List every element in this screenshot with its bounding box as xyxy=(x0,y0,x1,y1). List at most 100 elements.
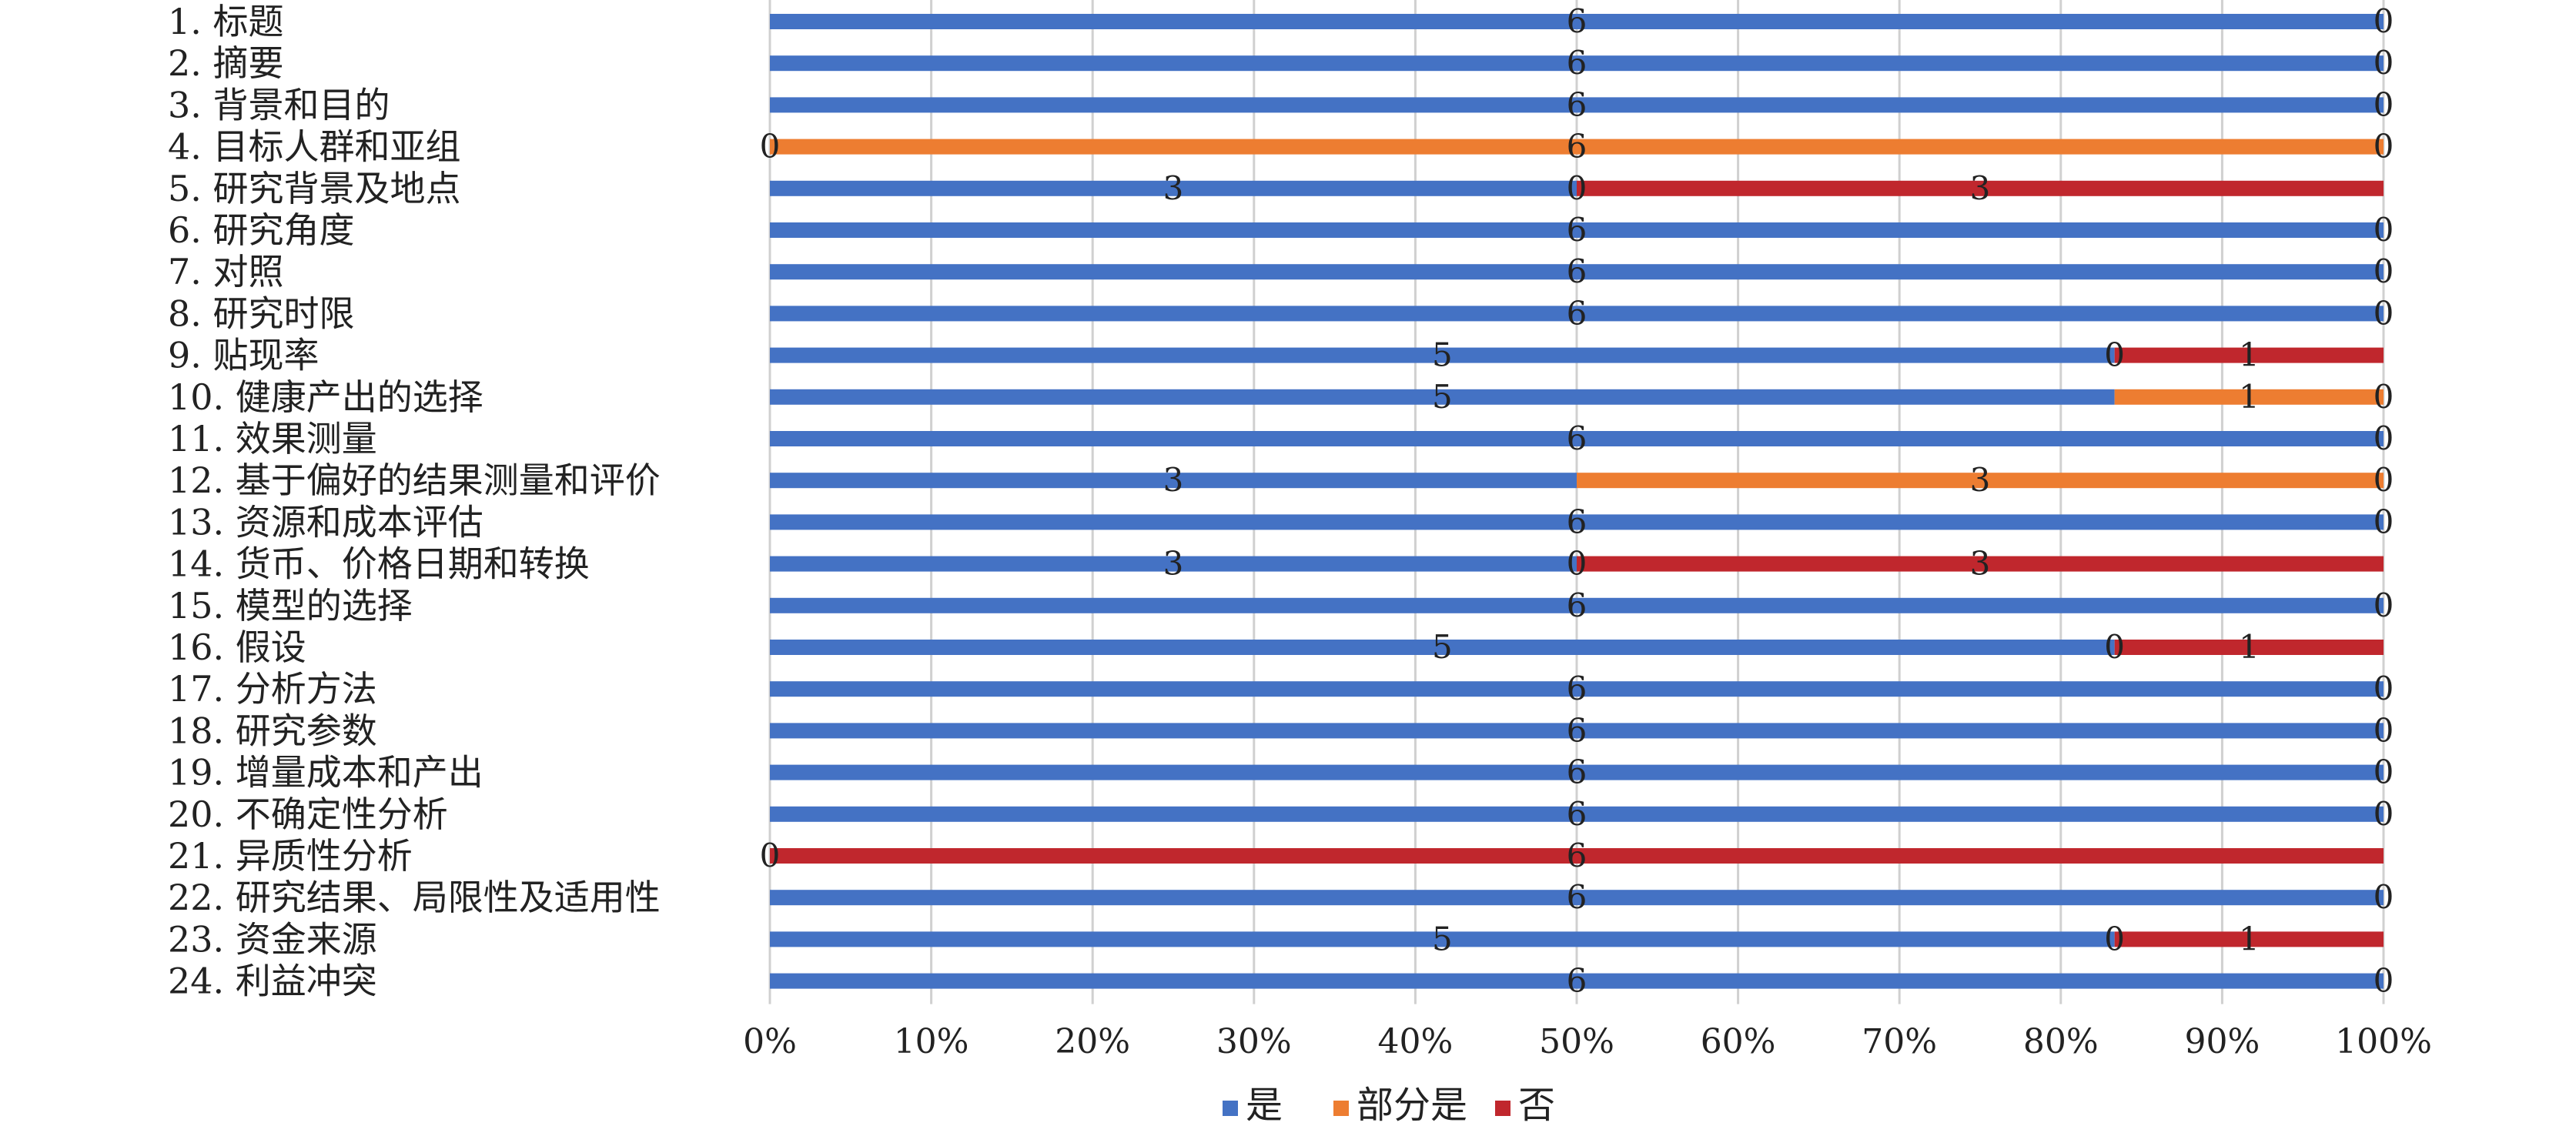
data-label: 0 xyxy=(2374,753,2394,791)
x-tick-label: 90% xyxy=(2185,1022,2260,1061)
bar-segment xyxy=(770,723,2384,739)
category-label: 4. 目标人群和亚组 xyxy=(168,126,461,168)
category-label: 1. 标题 xyxy=(168,1,284,42)
bar-segment xyxy=(2114,931,2384,947)
bar-segment xyxy=(770,431,2384,446)
category-label: 2. 摘要 xyxy=(168,42,284,84)
data-label: 3 xyxy=(1163,169,1184,207)
data-label: 5 xyxy=(1432,336,1453,374)
category-label: 11. 效果测量 xyxy=(168,418,377,459)
data-label: 3 xyxy=(1970,461,1991,499)
category-label: 22. 研究结果、局限性及适用性 xyxy=(168,877,661,918)
bar-segment xyxy=(770,764,2384,780)
category-label: 19. 增量成本和产出 xyxy=(168,752,483,794)
data-label: 6 xyxy=(1567,419,1587,457)
bar-segment xyxy=(770,97,2384,113)
bar-segment xyxy=(770,347,2115,363)
bar-segment xyxy=(770,514,2384,530)
x-tick-label: 60% xyxy=(1701,1022,1776,1061)
legend-label: 部分是 xyxy=(1357,1084,1467,1127)
bar-segment xyxy=(770,931,2115,947)
legend-swatch xyxy=(1333,1101,1349,1116)
category-label: 14. 货币、价格日期和转换 xyxy=(168,543,590,585)
category-label: 8. 研究时限 xyxy=(168,292,355,334)
data-label: 0 xyxy=(2374,670,2394,707)
category-label: 17. 分析方法 xyxy=(168,668,377,710)
bar-segment xyxy=(2114,347,2384,363)
x-tick-label: 50% xyxy=(1539,1022,1614,1061)
category-label: 18. 研究参数 xyxy=(168,710,377,751)
data-label: 6 xyxy=(1567,252,1587,290)
data-label: 6 xyxy=(1567,795,1587,833)
category-label: 10. 健康产出的选择 xyxy=(168,376,483,418)
data-label: 5 xyxy=(1432,378,1453,416)
bar-segment xyxy=(770,14,2384,29)
category-label: 5. 研究背景及地点 xyxy=(168,168,461,209)
data-label: 0 xyxy=(2104,628,2125,666)
data-label: 0 xyxy=(2104,336,2125,374)
x-tick-label: 80% xyxy=(2023,1022,2099,1061)
category-label: 23. 资金来源 xyxy=(168,918,377,960)
x-tick-label: 30% xyxy=(1216,1022,1292,1061)
x-tick-label: 20% xyxy=(1055,1022,1130,1061)
data-label: 0 xyxy=(2104,920,2125,957)
x-tick-label: 40% xyxy=(1378,1022,1454,1061)
category-label: 21. 异质性分析 xyxy=(168,835,413,877)
data-label: 1 xyxy=(2239,628,2260,666)
data-label: 0 xyxy=(2374,378,2394,416)
bar-segment xyxy=(1577,556,2384,572)
category-label: 13. 资源和成本评估 xyxy=(168,501,483,543)
category-label: 12. 基于偏好的结果测量和评价 xyxy=(168,459,661,501)
bar-segment xyxy=(770,139,2384,155)
category-label: 7. 对照 xyxy=(168,251,284,292)
bar-segment xyxy=(770,389,2115,405)
data-label: 6 xyxy=(1567,586,1587,624)
legend-label: 否 xyxy=(1518,1084,1555,1127)
data-label: 0 xyxy=(760,128,781,165)
bar-segment xyxy=(770,264,2384,280)
bar-segment xyxy=(770,180,1577,196)
data-label: 6 xyxy=(1567,294,1587,332)
bar-segment xyxy=(1577,473,2384,489)
category-label: 24. 利益冲突 xyxy=(168,961,377,1002)
bar-segment xyxy=(770,681,2384,697)
data-label: 0 xyxy=(2374,586,2394,624)
x-tick-label: 0% xyxy=(743,1022,797,1061)
data-label: 3 xyxy=(1163,545,1184,583)
data-label: 0 xyxy=(2374,211,2394,249)
data-label: 0 xyxy=(2374,44,2394,82)
category-label: 16. 假设 xyxy=(168,626,306,668)
data-label: 6 xyxy=(1567,85,1587,123)
data-label: 6 xyxy=(1567,670,1587,707)
category-label: 3. 背景和目的 xyxy=(168,84,390,125)
data-label: 5 xyxy=(1432,920,1453,957)
data-label: 1 xyxy=(2239,378,2260,416)
bars xyxy=(770,14,2384,989)
data-label: 0 xyxy=(2374,962,2394,1000)
data-label: 6 xyxy=(1567,837,1587,874)
data-label: 0 xyxy=(2374,2,2394,40)
bar-segment xyxy=(770,640,2115,655)
data-label: 0 xyxy=(2374,294,2394,332)
data-label: 0 xyxy=(2374,128,2394,165)
data-label: 6 xyxy=(1567,211,1587,249)
data-label: 0 xyxy=(2374,461,2394,499)
bar-segment xyxy=(770,973,2384,989)
legend-label: 是 xyxy=(1246,1084,1283,1127)
bar-segment xyxy=(770,890,2384,906)
x-tick-label: 100% xyxy=(2335,1022,2432,1061)
category-label: 9. 贴现率 xyxy=(168,335,319,376)
data-label: 0 xyxy=(2374,85,2394,123)
data-label: 3 xyxy=(1970,545,1991,583)
data-label: 6 xyxy=(1567,878,1587,916)
legend-swatch xyxy=(1223,1101,1238,1116)
bar-segment xyxy=(770,222,2384,238)
data-label: 0 xyxy=(2374,503,2394,540)
bar-segment xyxy=(770,556,1577,572)
data-label: 0 xyxy=(2374,795,2394,833)
bar-segment xyxy=(770,306,2384,322)
bar-segment xyxy=(770,806,2384,822)
data-label: 6 xyxy=(1567,753,1587,791)
